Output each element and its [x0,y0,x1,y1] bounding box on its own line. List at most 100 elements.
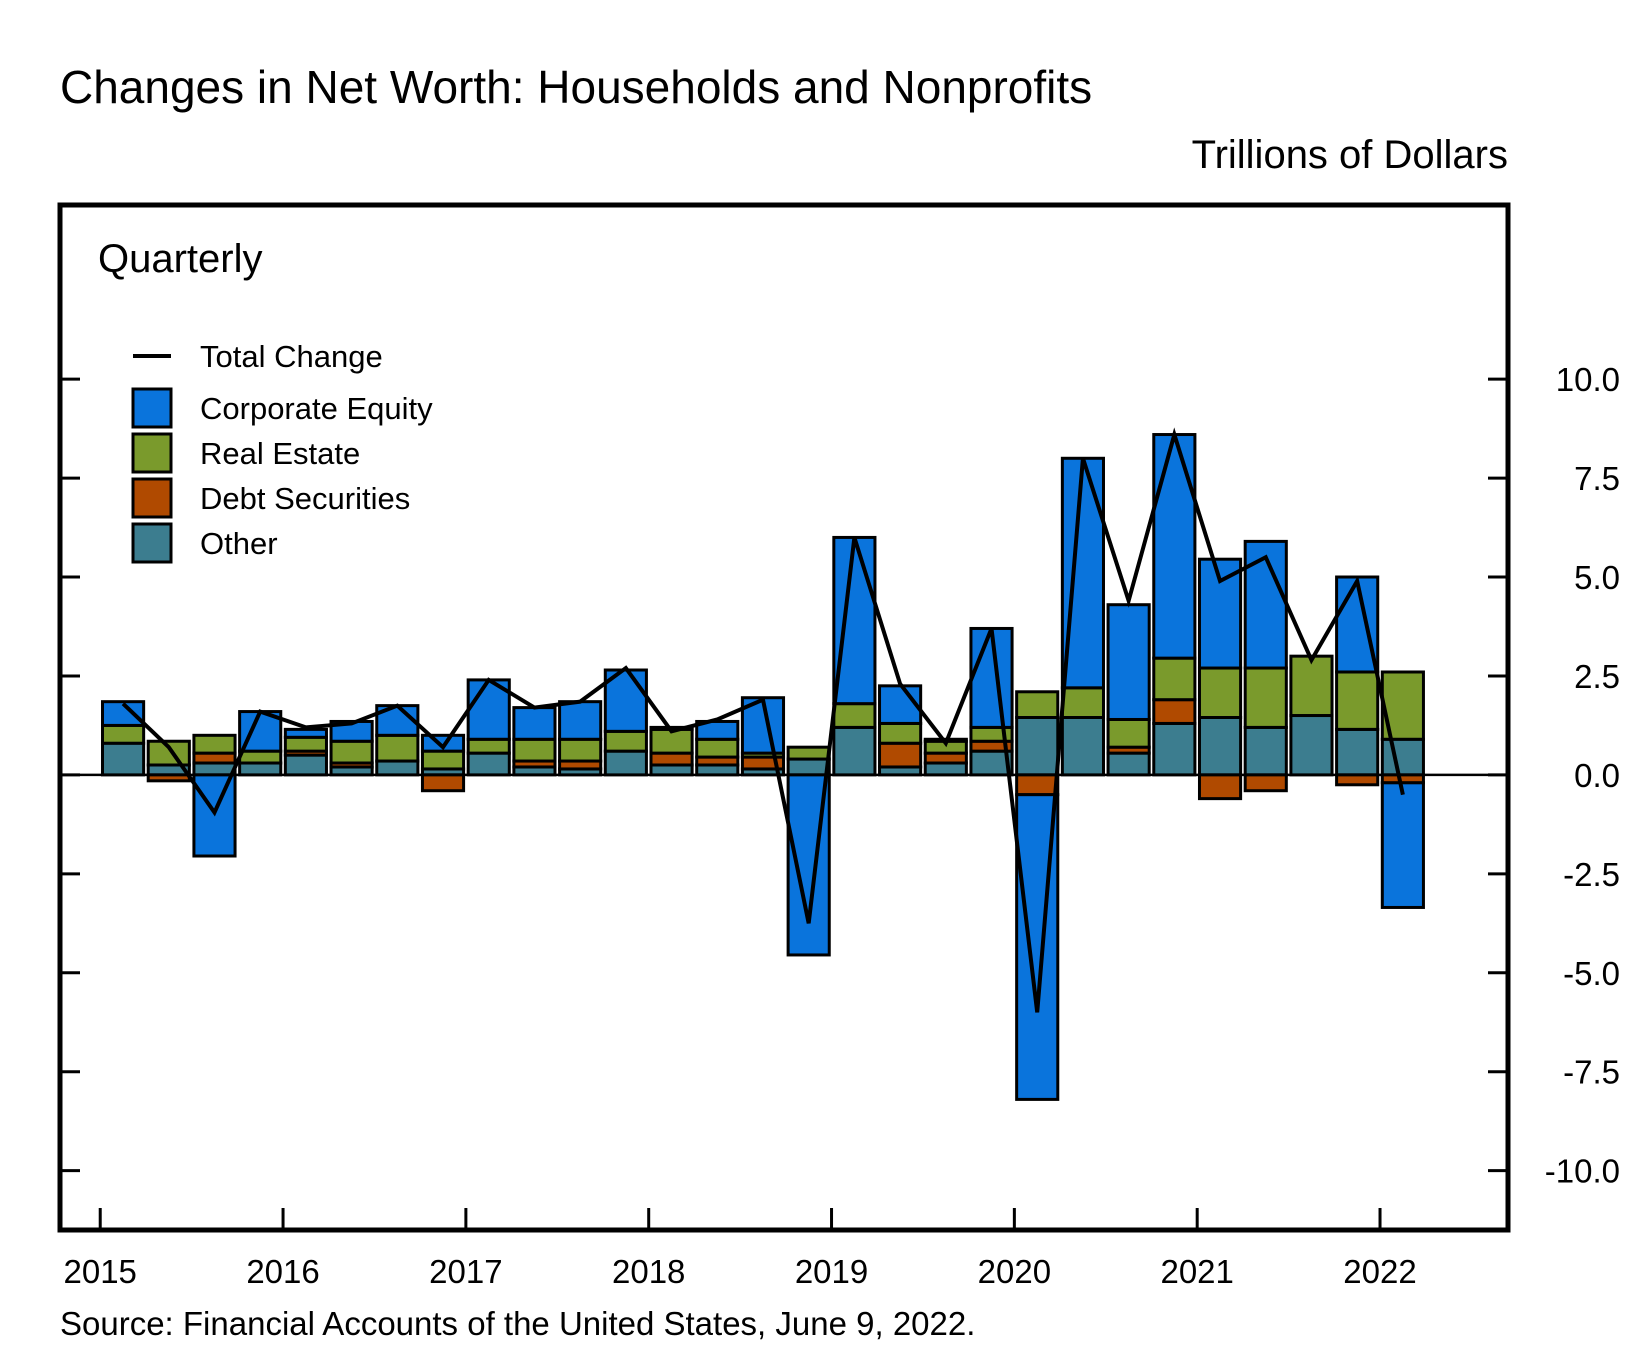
bar-segment-real-estate [466,737,511,755]
bar-segment-other [1015,716,1060,777]
bar-group [1289,654,1334,777]
bar-segment-debt-securities [146,773,191,783]
bar-group [1197,557,1243,801]
bar-group [283,727,328,777]
bar-segment-corporate-equity [1335,575,1380,674]
bar-segment-other [375,759,420,777]
bar-segment-other [192,761,237,777]
bar-segment-real-estate [1243,666,1288,729]
bar-group [649,725,694,777]
y-tick-label: -7.5 [1563,1054,1620,1091]
bar-segment-corporate-equity [558,700,603,741]
bar-segment-real-estate [1015,690,1060,719]
plot-area [60,427,1508,1101]
bar-segment-real-estate [192,733,237,755]
x-tick-label: 2018 [612,1253,685,1290]
legend-swatch [131,432,173,474]
bar-segment-debt-securities [1243,773,1288,793]
legend-label: Debt Securities [200,481,410,516]
bar-segment-other [832,725,877,777]
bar-segment-real-estate [1060,686,1105,720]
bar-segment-other [1106,751,1151,777]
bar-segment-other [923,761,968,777]
bar-segment-other [603,749,648,777]
y-tick-label: 7.5 [1574,460,1620,497]
bar-segment-real-estate [1197,666,1243,719]
units-label: Trillions of Dollars [1192,133,1508,177]
bar-group [512,706,557,777]
bar-segment-real-estate [101,723,146,745]
y-tick-label: 5.0 [1574,559,1620,596]
bar-group [466,678,511,777]
total-change-line [121,427,1405,1013]
legend-swatch [131,522,173,564]
bar-segment-corporate-equity [101,700,146,727]
bar-group [558,700,603,777]
y-tick-label: 2.5 [1574,658,1620,695]
legend: Total Change Corporate Equity Real Estate D… [131,339,433,564]
bar-segment-debt-securities [649,751,694,767]
bar-segment-real-estate [832,702,877,729]
legend-label: Other [200,526,278,561]
bar-segment-debt-securities [1152,698,1197,725]
bar-segment-real-estate [283,735,328,753]
bar-group [832,535,877,777]
bar-group [695,719,740,777]
bar-segment-other [1243,725,1288,777]
legend-label: Corporate Equity [200,391,433,426]
bar-segment-real-estate [1106,717,1151,749]
y-tick-label: -10.0 [1545,1153,1620,1190]
bar-segment-corporate-equity [832,535,877,706]
bar-segment-real-estate [558,737,603,763]
x-tick-label: 2015 [64,1253,137,1290]
x-tick-label: 2019 [795,1253,868,1290]
bar-group [375,704,420,777]
bar-segment-real-estate [238,749,283,765]
bar-segment-real-estate [329,739,374,765]
bar-segment-real-estate [1335,670,1380,731]
y-tick-label: 10.0 [1556,361,1620,398]
bar-segment-real-estate [1289,654,1334,718]
bar-segment-real-estate [1152,656,1197,702]
bar-segment-real-estate [375,733,420,763]
bar-segment-other [1335,727,1380,777]
bar-segment-corporate-equity [512,706,557,741]
legend-swatch [131,477,173,519]
bar-segment-corporate-equity [283,727,328,739]
source-note: Source: Financial Accounts of the United… [60,1305,975,1342]
bar-segment-other [1197,716,1243,777]
bar-segment-other [101,741,146,777]
bar-segment-real-estate [878,721,923,745]
legend-label: Real Estate [200,436,360,471]
bar-segment-other [1380,737,1425,777]
bar-segment-debt-securities [1197,773,1243,801]
bar-segment-other [786,757,831,777]
x-tick-label: 2017 [429,1253,502,1290]
bar-segment-real-estate [603,729,648,753]
panel-label: Quarterly [98,237,263,281]
bar-segment-other [466,751,511,777]
y-tick-label: 0.0 [1574,757,1620,794]
x-tick-label: 2020 [978,1253,1051,1290]
bar-group [1015,690,1060,1101]
bar-segment-corporate-equity [1380,781,1425,909]
bar-segment-corporate-equity [1152,433,1197,660]
bar-group [192,733,237,858]
legend-label: Total Change [200,339,383,374]
y-tick-label: -5.0 [1563,955,1620,992]
chart-title: Changes in Net Worth: Households and Non… [60,61,1092,113]
y-axis: 10.0 7.5 5.0 2.5 0.0 -2.5 -5.0 -7.5 -10.0 [60,361,1620,1190]
x-tick-label: 2021 [1160,1253,1233,1290]
bar-segment-real-estate [420,749,466,771]
bar-segment-corporate-equity [1106,603,1151,721]
bar-segment-other [1289,714,1334,777]
bar-group [329,719,374,777]
bar-segment-other [1152,721,1197,777]
bar-segment-other [1060,716,1105,777]
bar-segment-debt-securities [1335,773,1380,787]
y-tick-label: -2.5 [1563,856,1620,893]
bar-segment-real-estate [786,745,831,761]
bar-group [603,668,648,777]
plot-frame [57,202,1511,1233]
